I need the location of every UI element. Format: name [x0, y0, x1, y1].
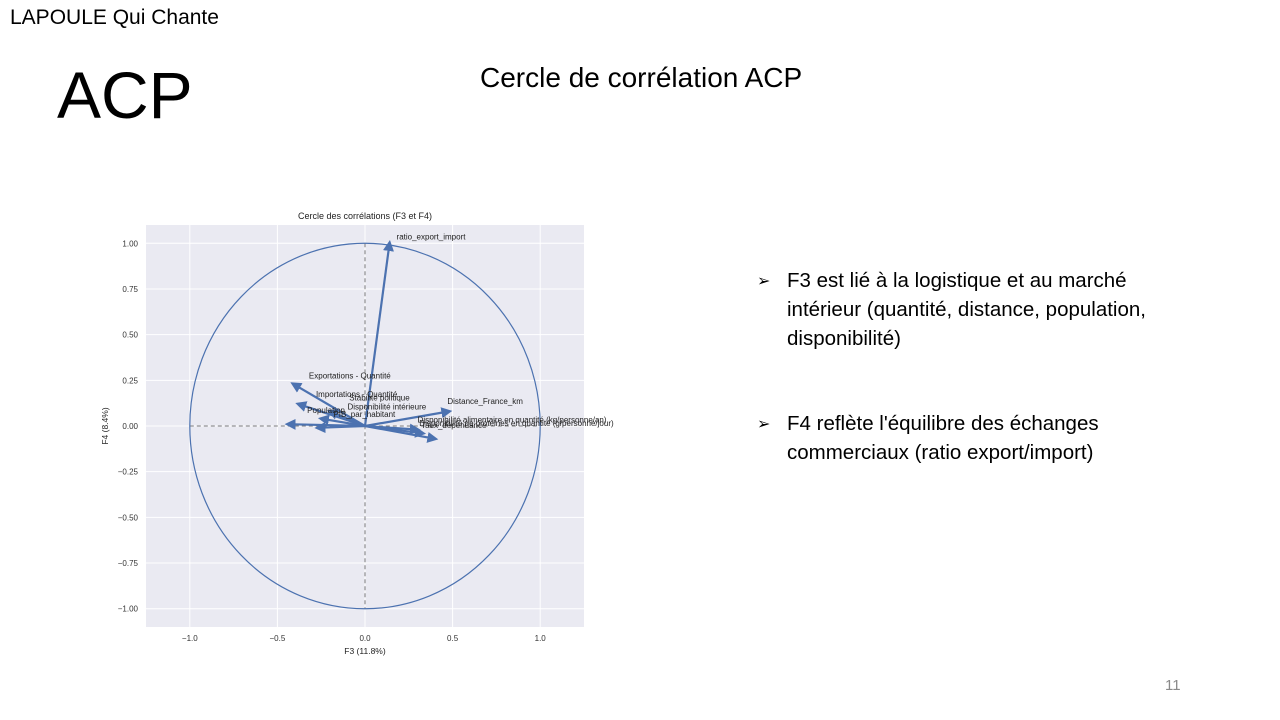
bullet-list: ➢ F3 est lié à la logistique et au march… [757, 266, 1177, 467]
bullet-item: ➢ F4 reflète l'équilibre des échanges co… [757, 409, 1177, 467]
vector-arrow [363, 240, 394, 427]
y-tick-label: −0.25 [118, 468, 139, 477]
correlation-circle-chart: −1.0 −0.5 0.0 0.5 1.0 1.00 0.75 0.50 0.25 0.00 −0.… [95, 200, 615, 670]
arrowhead-bullet-icon: ➢ [757, 414, 771, 433]
y-axis-label: F4 (8.4%) [100, 407, 110, 444]
vector-label: Taux_dépendance [421, 421, 487, 430]
y-tick-label: −0.75 [118, 559, 139, 568]
vector-label: ratio_export_import [397, 233, 467, 242]
vector-label: Exportations - Quantité [309, 371, 391, 380]
vector-label: Disponibilité de protéines en quantité (… [419, 419, 614, 428]
x-tick-label: 1.0 [535, 634, 547, 643]
arrowhead-bullet-icon: ➢ [757, 271, 771, 290]
x-tick-label: −0.5 [270, 634, 286, 643]
y-tick-label: 0.25 [122, 376, 138, 385]
y-tick-label: −1.00 [118, 605, 139, 614]
vector-label: Disponibilité intérieure [347, 403, 426, 412]
vector-label: Importations - Quantité [316, 390, 398, 399]
y-tick-label: 0.50 [122, 331, 138, 340]
chart-title: Cercle des corrélations (F3 et F4) [298, 211, 432, 221]
x-tick-label: 0.0 [359, 634, 371, 643]
chart-heading: Cercle de corrélation ACP [480, 62, 803, 93]
vector-arrow [364, 407, 453, 428]
chart-svg: −1.0 −0.5 0.0 0.5 1.0 1.00 0.75 0.50 0.25 0.00 −0.… [100, 211, 614, 656]
y-tick-label: 0.75 [122, 285, 138, 294]
bullet-text: F4 reflète l'équilibre des échanges comm… [787, 412, 1099, 464]
vector-label: Disponibilité alimentaire en quantité (k… [418, 415, 607, 424]
vector-label: Distance_France_km [447, 397, 523, 406]
page-number: 11 [1165, 677, 1181, 694]
x-tick-label: −1.0 [182, 634, 198, 643]
vector-arrow [364, 423, 421, 435]
brand-name: LAPOULE Qui Chante [10, 6, 219, 29]
vector-label: Population [307, 406, 345, 415]
bullet-text: F3 est lié à la logistique et au marché … [787, 269, 1146, 350]
vector-arrow [326, 409, 366, 428]
y-tick-label: 0.00 [122, 422, 138, 431]
slide-title: ACP [57, 58, 193, 132]
x-axis-label: F3 (11.8%) [344, 646, 386, 656]
unit-circle [189, 242, 541, 610]
bullet-item: ➢ F3 est lié à la logistique et au march… [757, 266, 1177, 353]
vector-arrow [314, 422, 366, 434]
vector-arrow [290, 382, 366, 427]
y-tick-label: −0.50 [118, 513, 139, 522]
x-tick-label: 0.5 [447, 634, 459, 643]
vector-label: PIB_par_habitant [333, 410, 396, 419]
vector-label: Stabilité politique [349, 393, 410, 402]
y-tick-label: 1.00 [122, 239, 138, 248]
